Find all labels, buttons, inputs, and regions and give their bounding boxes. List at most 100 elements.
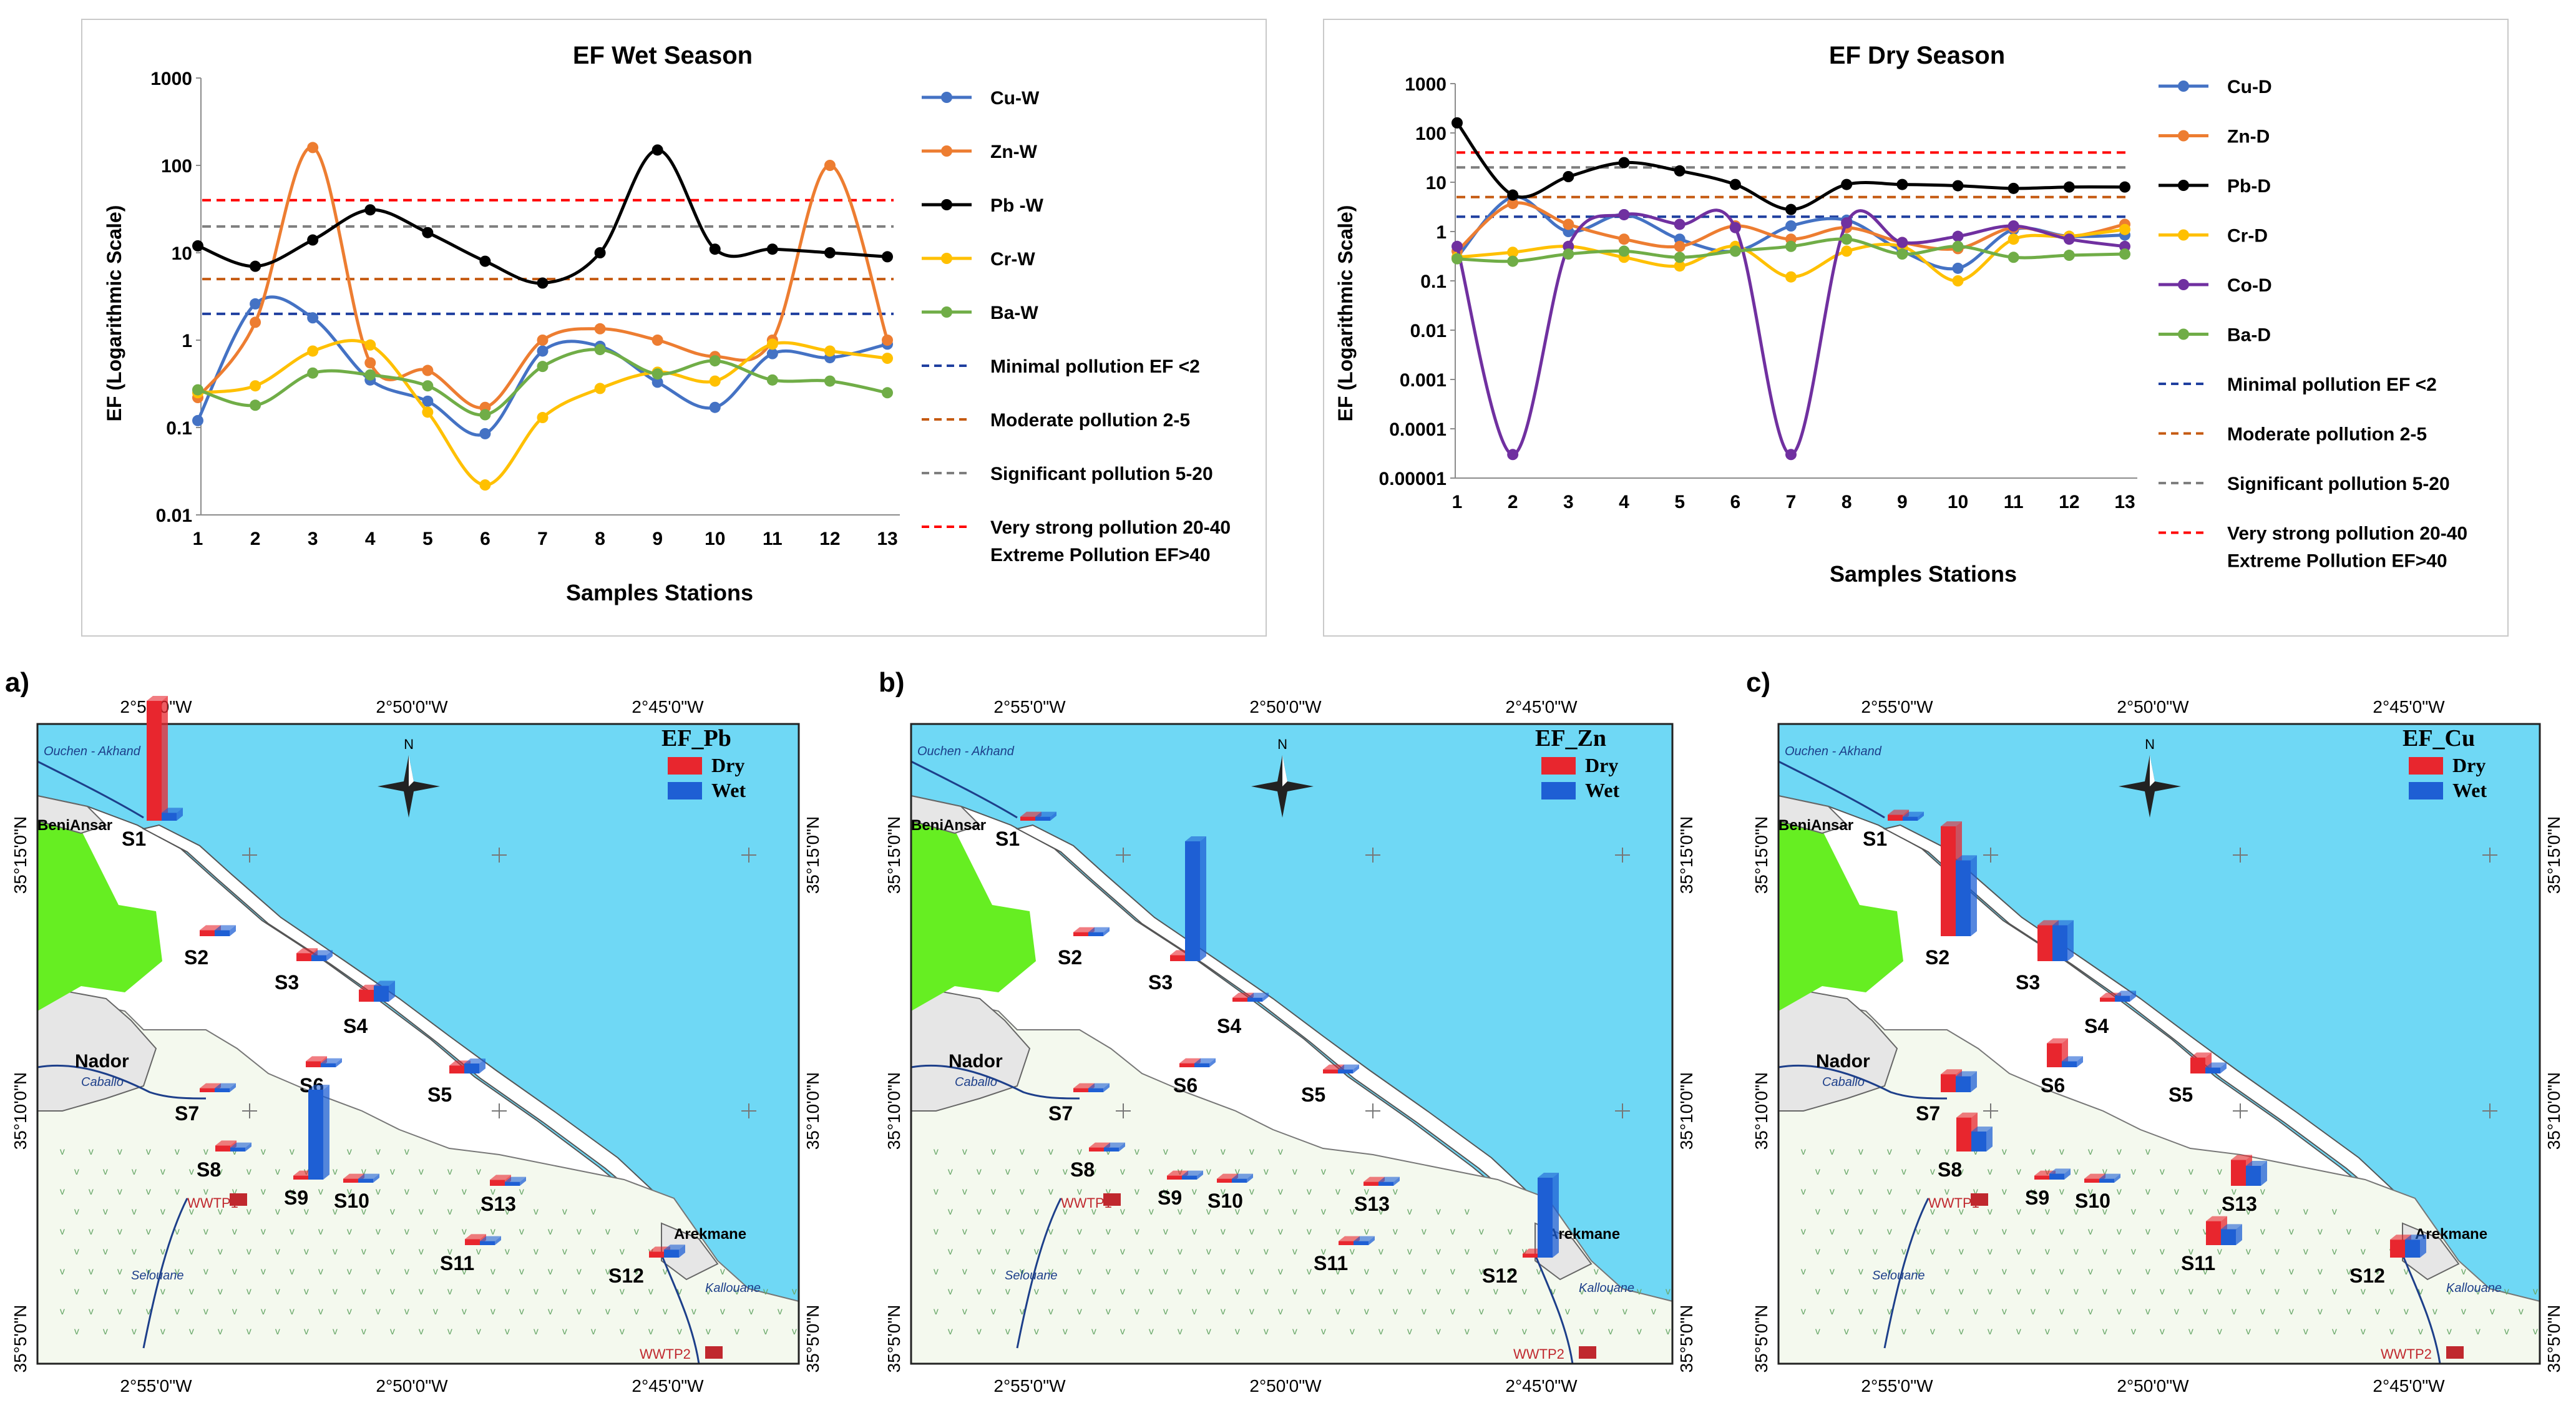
lat-tick-label-left: 35°5'0"N bbox=[884, 1305, 904, 1373]
data-point bbox=[422, 364, 434, 376]
bar-wet-top bbox=[505, 1176, 526, 1182]
vegetation-mark: v bbox=[1378, 1286, 1383, 1297]
bar-dry bbox=[306, 1061, 321, 1067]
vegetation-mark: v bbox=[505, 1246, 510, 1257]
vegetation-mark: v bbox=[203, 1186, 208, 1197]
lat-tick-label-left: 35°5'0"N bbox=[11, 1305, 30, 1373]
vegetation-mark: v bbox=[2174, 1186, 2179, 1197]
vegetation-mark: v bbox=[1436, 1206, 1441, 1217]
vegetation-mark: v bbox=[290, 1147, 295, 1157]
bar-wet bbox=[2405, 1240, 2420, 1258]
legend-wet-label: Wet bbox=[1585, 779, 1619, 801]
vegetation-mark: v bbox=[89, 1147, 94, 1157]
vegetation-mark: v bbox=[390, 1326, 395, 1337]
vegetation-mark: v bbox=[1278, 1266, 1283, 1277]
vegetation-mark: v bbox=[2332, 1246, 2337, 1257]
vegetation-mark: v bbox=[447, 1206, 452, 1217]
legend-label: Zn-W bbox=[990, 142, 1038, 162]
river-label: Selouane bbox=[131, 1269, 184, 1283]
vegetation-mark: v bbox=[2318, 1306, 2323, 1317]
vegetation-mark: v bbox=[1801, 1306, 1806, 1317]
vegetation-mark: v bbox=[1063, 1206, 1068, 1217]
bar-dry bbox=[1020, 816, 1035, 821]
vegetation-mark: v bbox=[1106, 1226, 1111, 1237]
vegetation-mark: v bbox=[2160, 1206, 2165, 1217]
vegetation-mark: v bbox=[1321, 1246, 1326, 1257]
vegetation-mark: v bbox=[962, 1306, 967, 1317]
vegetation-mark: v bbox=[232, 1147, 237, 1157]
vegetation-mark: v bbox=[1422, 1306, 1427, 1317]
data-point bbox=[307, 312, 319, 324]
grid-cross bbox=[492, 1103, 507, 1118]
vegetation-mark: v bbox=[591, 1286, 596, 1297]
vegetation-mark: v bbox=[203, 1147, 208, 1157]
bar-wet-top bbox=[1247, 992, 1269, 998]
vegetation-mark: v bbox=[1450, 1266, 1455, 1277]
vegetation-mark: v bbox=[1887, 1306, 1892, 1317]
bar-dry-top bbox=[490, 1175, 511, 1180]
vegetation-mark: v bbox=[1916, 1306, 1921, 1317]
green-zone bbox=[1778, 818, 1903, 1011]
y-tick-label: 10 bbox=[1426, 173, 1447, 193]
bar-wet bbox=[2099, 1178, 2114, 1183]
vegetation-mark: v bbox=[1536, 1266, 1541, 1277]
data-point bbox=[651, 335, 663, 346]
vegetation-mark: v bbox=[2117, 1226, 2122, 1237]
vegetation-mark: v bbox=[60, 1306, 65, 1317]
station-label: S5 bbox=[2169, 1083, 2193, 1106]
vegetation-mark: v bbox=[304, 1286, 309, 1297]
data-point bbox=[1563, 218, 1574, 230]
lat-tick-label-right: 35°10'0"N bbox=[803, 1072, 822, 1150]
data-point bbox=[882, 387, 893, 399]
vegetation-mark: v bbox=[1321, 1166, 1326, 1177]
vegetation-mark: v bbox=[706, 1326, 711, 1337]
series-line bbox=[197, 148, 888, 285]
bar-wet-top bbox=[374, 980, 395, 986]
vegetation-mark: v bbox=[1077, 1226, 1082, 1237]
data-point bbox=[250, 399, 261, 411]
vegetation-mark: v bbox=[1321, 1206, 1326, 1217]
lon-tick-label-bottom: 2°45'0"W bbox=[2373, 1376, 2445, 1396]
station-label: S11 bbox=[440, 1252, 474, 1274]
bar-dry-top bbox=[2084, 1173, 2105, 1179]
vegetation-mark: v bbox=[1350, 1206, 1355, 1217]
vegetation-mark: v bbox=[333, 1246, 338, 1257]
vegetation-mark: v bbox=[290, 1266, 295, 1277]
wwtp2-label: WWTP2 bbox=[2381, 1346, 2432, 1362]
data-point bbox=[1952, 262, 1964, 274]
vegetation-mark: v bbox=[763, 1286, 768, 1297]
vegetation-mark: v bbox=[103, 1166, 108, 1177]
vegetation-mark: v bbox=[1206, 1286, 1211, 1297]
bar-wet-top bbox=[2221, 1224, 2242, 1230]
bar-wet bbox=[215, 1088, 230, 1092]
vegetation-mark: v bbox=[1192, 1266, 1197, 1277]
vegetation-mark: v bbox=[1034, 1286, 1039, 1297]
vegetation-mark: v bbox=[1988, 1326, 1993, 1337]
vegetation-mark: v bbox=[1264, 1206, 1269, 1217]
vegetation-mark: v bbox=[132, 1206, 137, 1217]
vegetation-mark: v bbox=[2217, 1166, 2222, 1177]
vegetation-mark: v bbox=[246, 1286, 251, 1297]
bar-wet-side bbox=[495, 1236, 501, 1245]
station-bars-s2 bbox=[200, 925, 236, 936]
bar-dry-top bbox=[1217, 1173, 1238, 1179]
data-point bbox=[882, 353, 893, 364]
lat-tick-label-left: 35°10'0"N bbox=[884, 1072, 904, 1150]
vegetation-mark: v bbox=[333, 1206, 338, 1217]
bar-wet-top bbox=[215, 1083, 236, 1088]
vegetation-mark: v bbox=[1422, 1266, 1427, 1277]
vegetation-mark: v bbox=[2260, 1186, 2265, 1197]
station-bars-s6 bbox=[306, 1056, 342, 1067]
vegetation-mark: v bbox=[1034, 1206, 1039, 1217]
vegetation-mark: v bbox=[2117, 1147, 2122, 1157]
data-point bbox=[2119, 223, 2130, 235]
data-point bbox=[422, 380, 434, 392]
vegetation-mark: v bbox=[1393, 1266, 1398, 1277]
vegetation-mark: v bbox=[2145, 1306, 2150, 1317]
vegetation-mark: v bbox=[2088, 1147, 2093, 1157]
data-point bbox=[192, 240, 203, 252]
vegetation-mark: v bbox=[1005, 1326, 1010, 1337]
station-label: S8 bbox=[1938, 1158, 1962, 1181]
vegetation-mark: v bbox=[433, 1306, 438, 1317]
vegetation-mark: v bbox=[175, 1306, 180, 1317]
